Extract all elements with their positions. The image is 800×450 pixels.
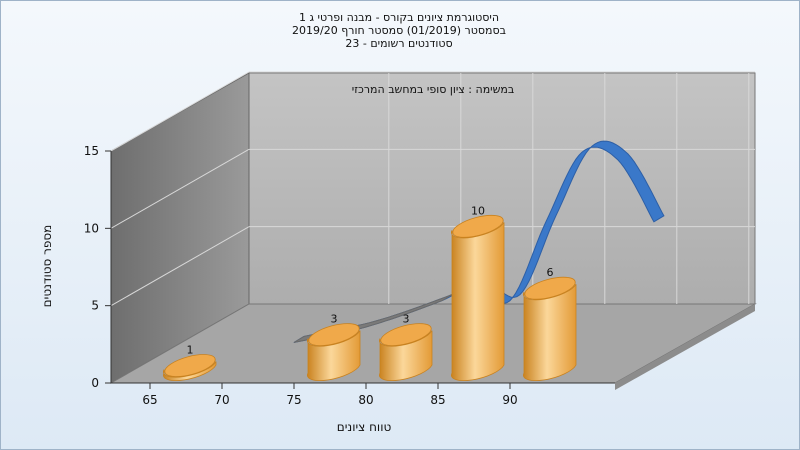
bar-2: 3 (379, 313, 433, 381)
bar-value-label: 6 (547, 266, 554, 279)
x-tick-label: 65 (142, 393, 157, 407)
bar-value-label: 10 (471, 204, 485, 217)
bar-3: 10 (451, 204, 505, 381)
y-tick-label: 10 (84, 221, 99, 235)
bar-top (452, 214, 504, 238)
chart-title: היסטוגרמת ציונים בקורס - מבנה ופרטי ג 1 … (292, 11, 506, 50)
gridlines (110, 71, 755, 307)
x-tick-label: 80 (358, 393, 373, 407)
bar-body (523, 284, 577, 381)
bar-value-label: 1 (187, 344, 194, 357)
x-axis: 65 70 75 80 85 90 (111, 382, 615, 407)
side-gridline (110, 226, 250, 307)
bar-body (451, 222, 505, 381)
bar-value-label: 3 (403, 313, 410, 326)
side-gridline (110, 71, 250, 152)
bar-body (307, 330, 361, 381)
x-axis-label: טווח ציונים (337, 420, 392, 434)
bars: 1 3 3 10 6 (163, 204, 577, 381)
bar-4: 6 (523, 266, 577, 381)
bar-value-label: 3 (331, 313, 338, 326)
x-tick-label: 75 (286, 393, 301, 407)
x-tick-label: 85 (430, 393, 445, 407)
bar-body (379, 330, 433, 381)
bar-top (524, 276, 576, 300)
title-line-3: סטודנטים רשומים - 23 (345, 37, 452, 50)
chart-annotation: במשימה : ציון סופי במחשב המרכזי (352, 83, 515, 96)
y-axis-label: מספר סטודנטים (40, 225, 54, 308)
y-axis: 0 5 10 15 (84, 144, 112, 390)
y-tick-label: 0 (91, 376, 99, 390)
bar-0: 1 (163, 344, 217, 381)
y-tick-label: 15 (84, 144, 99, 158)
bar-top (308, 323, 360, 346)
side-gridline (110, 148, 250, 229)
bar-body (163, 361, 217, 381)
y-tick-label: 5 (91, 299, 99, 313)
title-line-1: היסטוגרמת ציונים בקורס - מבנה ופרטי ג 1 (299, 11, 499, 24)
title-line-2: בסמסטר (01/2019) סמסטר חורף 2019/20 (292, 24, 506, 37)
bar-1: 3 (307, 313, 361, 381)
bar-top (164, 354, 216, 377)
x-tick-label: 90 (502, 393, 517, 407)
x-tick-label: 70 (214, 393, 229, 407)
floor-edge (615, 304, 755, 390)
bar-top (380, 323, 432, 346)
